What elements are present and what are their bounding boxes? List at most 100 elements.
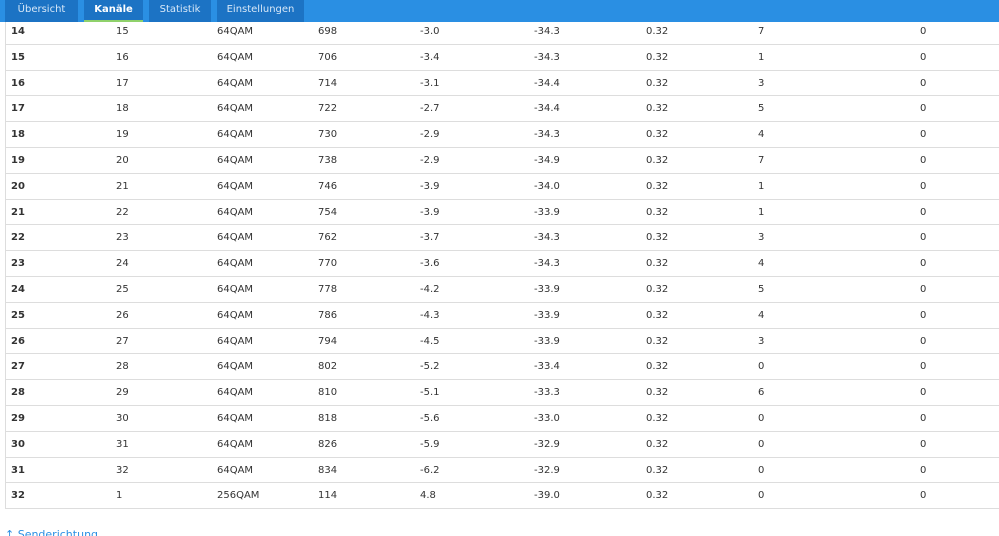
table-cell: 64QAM: [217, 180, 254, 192]
table-cell: -4.3: [420, 309, 440, 321]
table-cell: 21: [116, 180, 129, 192]
table-cell: -2.7: [420, 103, 440, 115]
table-cell: 0.32: [646, 154, 669, 166]
table-cell: 0: [920, 232, 927, 244]
table-cell: 1: [758, 180, 765, 192]
table-cell: -33.0: [534, 412, 560, 424]
table-row: 32 1 256QAM 114 4.8 -39.0 0.32 0 0: [6, 483, 999, 510]
table-cell: -34.3: [534, 258, 560, 270]
table-cell: 28: [11, 387, 25, 399]
table-cell: -3.1: [420, 77, 440, 89]
table-row: 18 19 64QAM 730 -2.9 -34.3 0.32 4 0: [6, 122, 999, 148]
table-cell: 64QAM: [217, 387, 254, 399]
table-cell: 31: [11, 464, 25, 476]
table-row: 27 28 64QAM 802 -5.2 -33.4 0.32 0 0: [6, 354, 999, 381]
table-row: 15 16 64QAM 706 -3.4 -34.3 0.32 1 0: [6, 45, 999, 71]
table-cell: -5.2: [420, 361, 440, 373]
table-cell: 0: [920, 206, 927, 218]
table-cell: 0.32: [646, 206, 669, 218]
table-row: 17 18 64QAM 722 -2.7 -34.4 0.32 5 0: [6, 96, 999, 123]
table-cell: 24: [11, 283, 25, 295]
table-cell: 64QAM: [217, 438, 254, 450]
table-cell: -3.0: [420, 26, 440, 37]
table-cell: 0: [920, 180, 927, 192]
table-row: 30 31 64QAM 826 -5.9 -32.9 0.32 0 0: [6, 432, 999, 458]
table-cell: 64QAM: [217, 206, 254, 218]
table-cell: -2.9: [420, 129, 440, 141]
table-cell: 1: [758, 51, 765, 63]
table-cell: 786: [318, 309, 338, 321]
table-cell: 0.32: [646, 51, 669, 63]
table-cell: 0.32: [646, 412, 669, 424]
table-cell: 14: [11, 26, 25, 37]
table-cell: 0.32: [646, 387, 669, 399]
table-cell: 706: [318, 51, 338, 63]
table-cell: 0: [920, 77, 927, 89]
tab[interactable]: Kanäle: [84, 0, 143, 22]
table-cell: 0.32: [646, 129, 669, 141]
table-cell: 0.32: [646, 232, 669, 244]
table-cell: 714: [318, 77, 338, 89]
table-cell: -34.3: [534, 26, 560, 37]
table-cell: 29: [116, 387, 129, 399]
table-cell: 834: [318, 464, 338, 476]
table-cell: 22: [116, 206, 129, 218]
table-cell: 754: [318, 206, 338, 218]
table-cell: 17: [116, 77, 129, 89]
table-cell: 20: [11, 180, 25, 192]
table-cell: -5.1: [420, 387, 440, 399]
table-cell: -34.3: [534, 51, 560, 63]
table-cell: 0: [920, 438, 927, 450]
table-cell: 0.32: [646, 464, 669, 476]
table-cell: -4.2: [420, 283, 440, 295]
table-cell: -34.0: [534, 180, 560, 192]
table-row: 24 25 64QAM 778 -4.2 -33.9 0.32 5 0: [6, 277, 999, 303]
table-row: 21 22 64QAM 754 -3.9 -33.9 0.32 1 0: [6, 200, 999, 226]
table-cell: 29: [11, 412, 25, 424]
table-cell: 746: [318, 180, 338, 192]
table-cell: 256QAM: [217, 490, 260, 502]
footer-link[interactable]: ↑ Senderichtung: [5, 528, 99, 536]
tab[interactable]: Einstellungen: [217, 0, 304, 22]
table-row: 22 23 64QAM 762 -3.7 -34.3 0.32 3 0: [6, 225, 999, 252]
table-cell: -34.3: [534, 232, 560, 244]
table-row: 20 21 64QAM 746 -3.9 -34.0 0.32 1 0: [6, 174, 999, 200]
table-cell: 3: [758, 77, 765, 89]
table-cell: 722: [318, 103, 338, 115]
table-cell: -3.9: [420, 206, 440, 218]
table-cell: 794: [318, 335, 338, 347]
table-cell: -34.3: [534, 129, 560, 141]
table-cell: 64QAM: [217, 154, 254, 166]
table-cell: -33.9: [534, 283, 560, 295]
table-cell: 64QAM: [217, 412, 254, 424]
table-cell: 19: [11, 154, 25, 166]
table-cell: 0.32: [646, 180, 669, 192]
table-cell: -32.9: [534, 464, 560, 476]
table-cell: -3.6: [420, 258, 440, 270]
table-cell: 22: [11, 232, 25, 244]
table-row: 23 24 64QAM 770 -3.6 -34.3 0.32 4 0: [6, 251, 999, 277]
table-cell: 20: [116, 154, 129, 166]
tab[interactable]: Statistik: [149, 0, 211, 22]
table-cell: 3: [758, 335, 765, 347]
table-cell: 4.8: [420, 490, 436, 502]
table-cell: 3: [758, 232, 765, 244]
table-cell: 0.32: [646, 361, 669, 373]
table-cell: 64QAM: [217, 283, 254, 295]
table-cell: 0: [920, 309, 927, 321]
table-cell: 27: [116, 335, 129, 347]
table-cell: -4.5: [420, 335, 440, 347]
table-cell: 17: [11, 103, 25, 115]
table-cell: 4: [758, 258, 765, 270]
tab[interactable]: Übersicht: [5, 0, 78, 22]
table-cell: 0: [920, 361, 927, 373]
table-cell: 64QAM: [217, 335, 254, 347]
table-cell: 0: [920, 26, 927, 37]
table-cell: 1: [116, 490, 123, 502]
table-cell: 25: [116, 283, 129, 295]
table-cell: -33.9: [534, 206, 560, 218]
table-cell: 18: [116, 103, 129, 115]
table-cell: 0.32: [646, 258, 669, 270]
table-cell: 762: [318, 232, 338, 244]
